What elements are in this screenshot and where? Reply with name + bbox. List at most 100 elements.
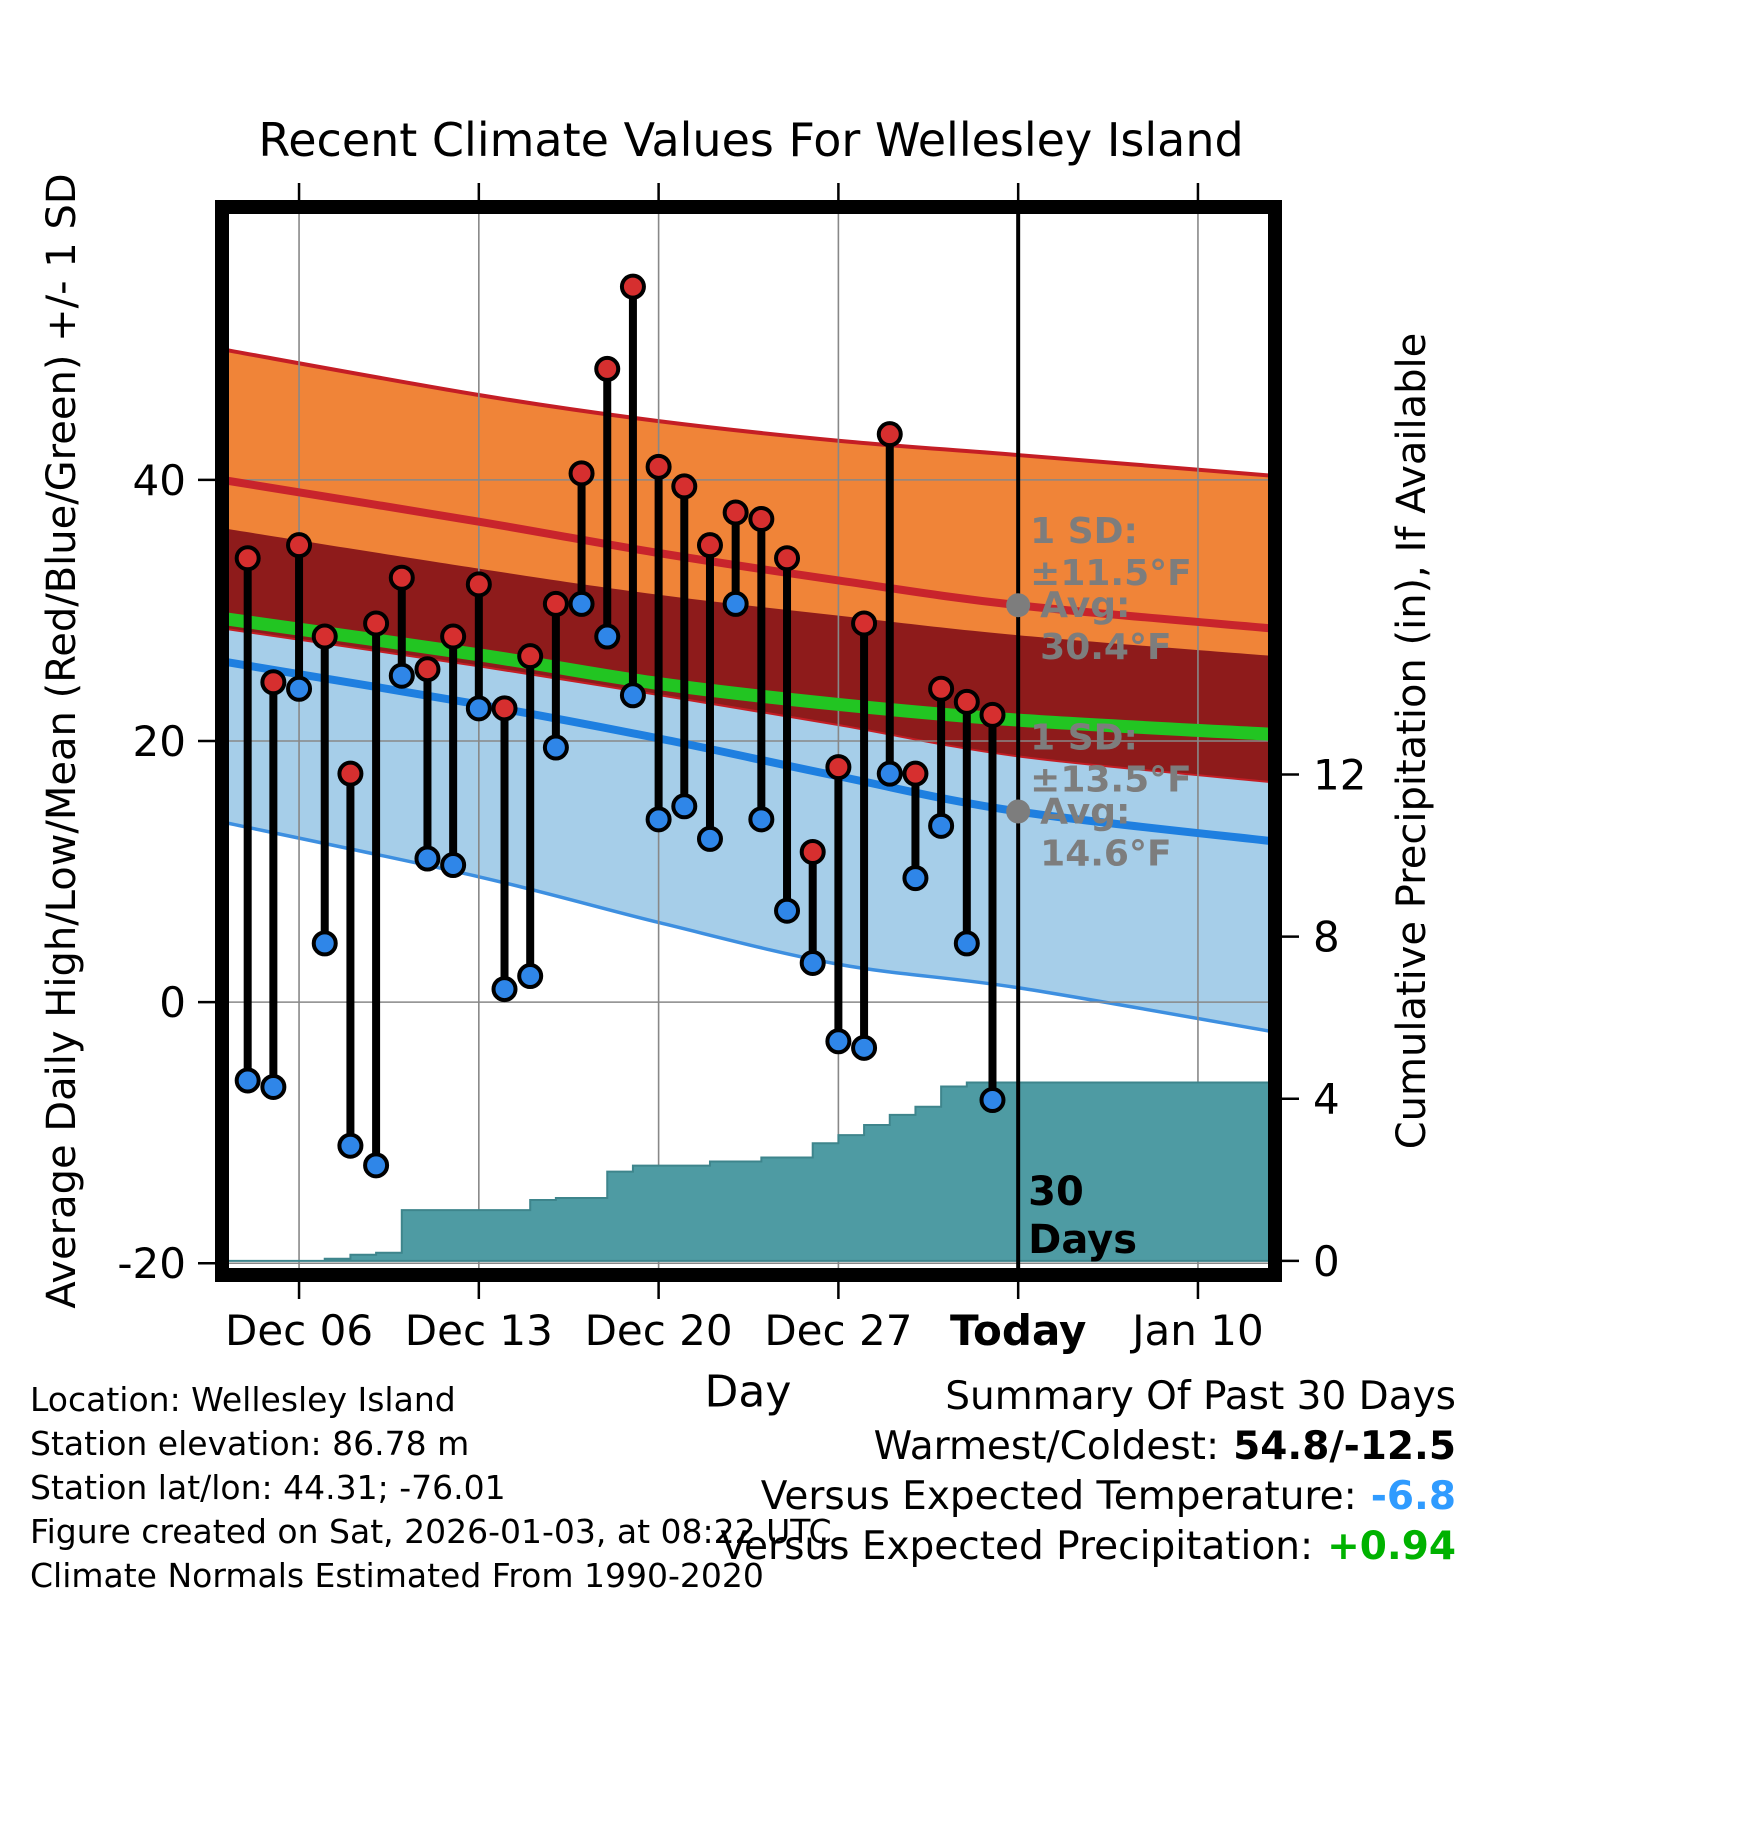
daily-high-marker — [619, 273, 646, 300]
daily-low-marker — [363, 1152, 390, 1179]
daily-high-marker — [799, 838, 826, 865]
daily-low-marker — [799, 949, 826, 976]
temp-tick-label: -20 — [117, 1239, 186, 1288]
vs-temp-label: Versus Expected Temperature: — [760, 1474, 1357, 1519]
date-tick-label: Dec 06 — [225, 1306, 373, 1355]
daily-low-marker — [594, 623, 621, 650]
low-annotation-sd-label: 1 SD: — [1030, 718, 1138, 759]
daily-high-marker — [542, 590, 569, 617]
daily-low-marker — [979, 1087, 1006, 1114]
daily-low-marker — [286, 675, 313, 702]
temp-tick-label: 20 — [133, 717, 186, 766]
daily-high-marker — [722, 499, 749, 526]
daily-low-marker — [542, 734, 569, 761]
temp-tick-label: 0 — [159, 978, 186, 1027]
daily-low-marker — [696, 825, 723, 852]
daily-high-marker — [953, 688, 980, 715]
cumulative-precip-area — [222, 1081, 1276, 1262]
daily-low-marker — [517, 963, 544, 990]
low-annotation-sd-value: ±13.5°F — [1030, 760, 1192, 801]
daily-high-marker — [902, 760, 929, 787]
station-info: Location: Wellesley Island Station eleva… — [30, 1378, 832, 1598]
daily-high-marker — [286, 532, 313, 559]
daily-high-marker — [825, 754, 852, 781]
daily-low-marker — [928, 812, 955, 839]
date-tick-label: Jan 10 — [1129, 1306, 1264, 1355]
plot-frame — [215, 200, 1282, 1282]
daily-low-marker — [722, 590, 749, 617]
daily-high-marker — [979, 701, 1006, 728]
daily-low-marker — [465, 695, 492, 722]
daily-high-marker — [337, 760, 364, 787]
daily-low-marker — [953, 930, 980, 957]
daily-low-marker — [774, 897, 801, 924]
x-axis-label: Day — [704, 1366, 792, 1418]
daily-low-marker — [388, 662, 415, 689]
avg-high-line — [221, 475, 1276, 633]
mean-temp-line — [221, 611, 1276, 741]
daily-high-marker — [517, 643, 544, 670]
daily-low-marker — [311, 930, 338, 957]
high-annotation-avg-dot — [1006, 593, 1031, 618]
daily-high-marker — [645, 453, 672, 480]
precip-tick-label: 8 — [1313, 913, 1340, 962]
daily-low-marker — [619, 682, 646, 709]
summary-block: Summary Of Past 30 Days Warmest/Coldest:… — [720, 1372, 1456, 1572]
temp-tick-label: 40 — [133, 456, 186, 505]
figure-created: Figure created on Sat, 2026-01-03, at 08… — [30, 1512, 832, 1551]
daily-high-marker — [594, 355, 621, 382]
vs-precip-value: +0.94 — [1327, 1524, 1456, 1569]
daily-high-marker — [876, 421, 903, 448]
daily-low-marker — [645, 806, 672, 833]
daily-high-marker — [851, 610, 878, 637]
high-annotation-sd-label: 1 SD: — [1030, 511, 1138, 552]
date-tick-label: Dec 20 — [585, 1306, 733, 1355]
high-annotation-avg-value: 30.4°F — [1040, 627, 1171, 668]
warmest-coldest-value: 54.8/-12.5 — [1233, 1424, 1456, 1469]
daily-high-marker — [440, 623, 467, 650]
daily-high-marker — [568, 460, 595, 487]
daily-low-marker — [902, 865, 929, 892]
precip-tick-label: 4 — [1313, 1075, 1340, 1124]
low-annotation-avg-label: Avg: — [1040, 792, 1130, 833]
daily-low-marker — [748, 806, 775, 833]
date-tick-label: Dec 27 — [764, 1306, 912, 1355]
daily-low-marker — [876, 760, 903, 787]
daily-high-marker — [260, 669, 287, 696]
climate-normals-note: Climate Normals Estimated From 1990-2020 — [30, 1556, 764, 1595]
low-annotation-avg-dot — [1006, 799, 1031, 824]
vs-precip-label: Versus Expected Precipitation: — [720, 1524, 1314, 1569]
chart-title: Recent Climate Values For Wellesley Isla… — [258, 113, 1244, 167]
low-annotation-avg-value: 14.6°F — [1040, 834, 1171, 875]
daily-low-marker — [234, 1067, 261, 1094]
daily-high-marker — [311, 623, 338, 650]
daily-high-marker — [748, 506, 775, 533]
daily-low-marker — [491, 976, 518, 1003]
station-elevation: Station elevation: 86.78 m — [30, 1424, 470, 1463]
daily-low-marker — [337, 1132, 364, 1159]
daily-low-marker — [440, 852, 467, 879]
daily-high-marker — [388, 564, 415, 591]
summary-warmest-coldest: Warmest/Coldest: 54.8/-12.5 — [720, 1422, 1456, 1472]
daily-high-marker — [696, 532, 723, 559]
daily-high-marker — [234, 545, 261, 572]
daily-high-marker — [363, 610, 390, 637]
daily-high-marker — [465, 571, 492, 598]
precip-tick-label: 12 — [1313, 750, 1366, 799]
station-location: Location: Wellesley Island — [30, 1380, 456, 1419]
summary-vs-precip: Versus Expected Precipitation: +0.94 — [720, 1522, 1456, 1572]
daily-high-marker — [491, 695, 518, 722]
daily-low-marker — [851, 1034, 878, 1061]
daily-high-marker — [928, 675, 955, 702]
daily-high-marker — [671, 473, 698, 500]
thirty-days-label: Days — [1028, 1217, 1137, 1263]
summary-title: Summary Of Past 30 Days — [945, 1374, 1456, 1419]
warmest-coldest-label: Warmest/Coldest: — [873, 1424, 1220, 1469]
high-annotation-sd-value: ±11.5°F — [1030, 553, 1192, 594]
date-tick-label: Dec 13 — [405, 1306, 553, 1355]
daily-high-marker — [774, 545, 801, 572]
daily-low-marker — [414, 845, 441, 872]
precip-tick-label: 0 — [1313, 1237, 1340, 1286]
